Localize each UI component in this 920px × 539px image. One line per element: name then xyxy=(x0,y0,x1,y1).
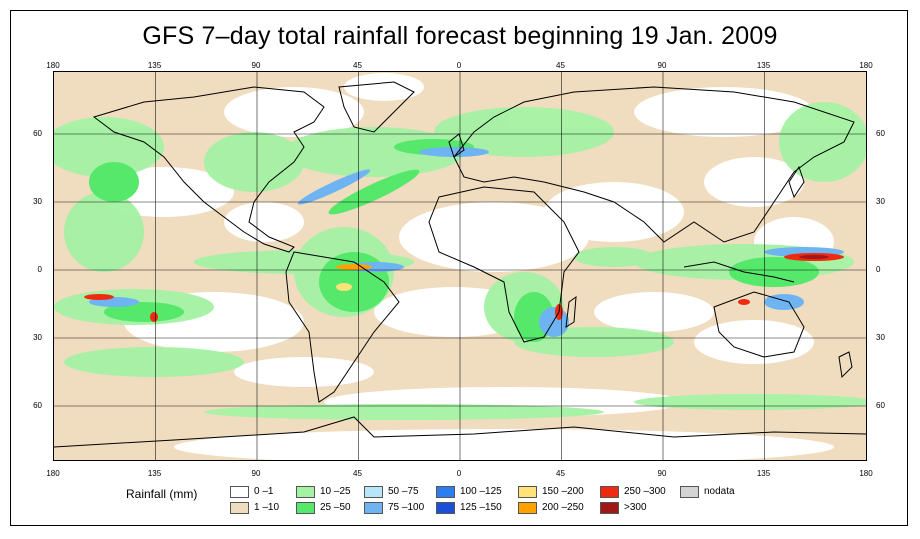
lon-tick: 180 xyxy=(859,469,873,478)
lat-tick: 60 xyxy=(876,401,885,410)
lon-tick: 45 xyxy=(353,61,362,70)
legend-label: 10 –25 xyxy=(320,486,351,497)
legend-label: 75 –100 xyxy=(388,502,425,513)
legend-swatch xyxy=(518,502,537,514)
lon-tick: 135 xyxy=(756,61,771,70)
lon-tick: 45 xyxy=(556,61,565,70)
south-america-outline xyxy=(285,251,400,403)
lat-tick: 0 xyxy=(876,265,881,274)
africa-outline xyxy=(428,186,580,343)
legend-label: 1 –10 xyxy=(254,502,280,513)
lat-tick: 60 xyxy=(876,129,885,138)
legend-swatch xyxy=(600,486,619,498)
legend-swatch xyxy=(436,486,455,498)
legend-swatch xyxy=(230,502,249,514)
lat-tick: 60 xyxy=(33,401,42,410)
map-title: GFS 7–day total rainfall forecast beginn… xyxy=(142,22,778,50)
lat-tick: 30 xyxy=(33,333,42,342)
lat-tick: 30 xyxy=(876,333,885,342)
british-isles-outline xyxy=(448,133,465,158)
map-canvas xyxy=(54,72,866,460)
legend-label: 125 –150 xyxy=(460,502,502,513)
lon-tick: 0 xyxy=(456,61,462,70)
legend-label: 200 –250 xyxy=(542,502,584,513)
legend-swatch xyxy=(230,486,249,498)
lon-tick: 90 xyxy=(251,469,261,478)
legend-swatch xyxy=(296,486,315,498)
legend-label: 0 –1 xyxy=(254,486,274,497)
legend-swatch xyxy=(436,502,455,514)
legend-swatch xyxy=(296,502,315,514)
lat-tick: 30 xyxy=(33,197,42,206)
legend-label: >300 xyxy=(624,502,647,513)
lon-tick: 135 xyxy=(147,61,162,70)
lon-tick: 135 xyxy=(756,469,771,478)
legend-label: nodata xyxy=(704,486,735,497)
rainfall-map xyxy=(53,71,867,461)
lon-tick: 180 xyxy=(46,469,60,478)
graticule xyxy=(54,72,866,460)
figure-frame xyxy=(10,10,908,526)
lon-tick: 90 xyxy=(657,61,667,70)
legend-label: 100 –125 xyxy=(460,486,502,497)
coastlines xyxy=(54,81,866,448)
legend-label: 250 –300 xyxy=(624,486,666,497)
lon-tick: 180 xyxy=(46,61,60,70)
greenland-outline xyxy=(338,81,415,133)
lon-tick: 135 xyxy=(147,469,162,478)
lon-tick: 45 xyxy=(556,469,565,478)
australia-outline xyxy=(713,291,805,358)
north-america-outline xyxy=(92,86,325,253)
maritime-continent-outline xyxy=(683,261,795,283)
lon-tick: 0 xyxy=(456,469,462,478)
legend-title: Rainfall (mm) xyxy=(126,487,198,501)
legend-swatch xyxy=(680,486,699,498)
legend-label: 50 –75 xyxy=(388,486,419,497)
legend-swatch xyxy=(600,502,619,514)
japan-outline xyxy=(788,165,805,199)
lon-tick: 45 xyxy=(353,469,362,478)
lon-tick: 90 xyxy=(251,61,261,70)
legend-label: 150 –200 xyxy=(542,486,584,497)
lat-tick: 30 xyxy=(876,197,885,206)
lat-tick: 0 xyxy=(37,265,42,274)
lon-tick: 90 xyxy=(657,469,667,478)
madagascar-outline xyxy=(565,295,577,328)
lon-tick: 180 xyxy=(859,61,873,70)
legend-swatch xyxy=(364,502,383,514)
legend-swatch xyxy=(364,486,383,498)
eurasia-outline xyxy=(453,86,855,243)
antarctica-outline xyxy=(54,416,866,448)
legend-label: 25 –50 xyxy=(320,502,351,513)
legend-swatch xyxy=(518,486,537,498)
lat-tick: 60 xyxy=(33,129,42,138)
new-zealand-outline xyxy=(838,351,853,379)
